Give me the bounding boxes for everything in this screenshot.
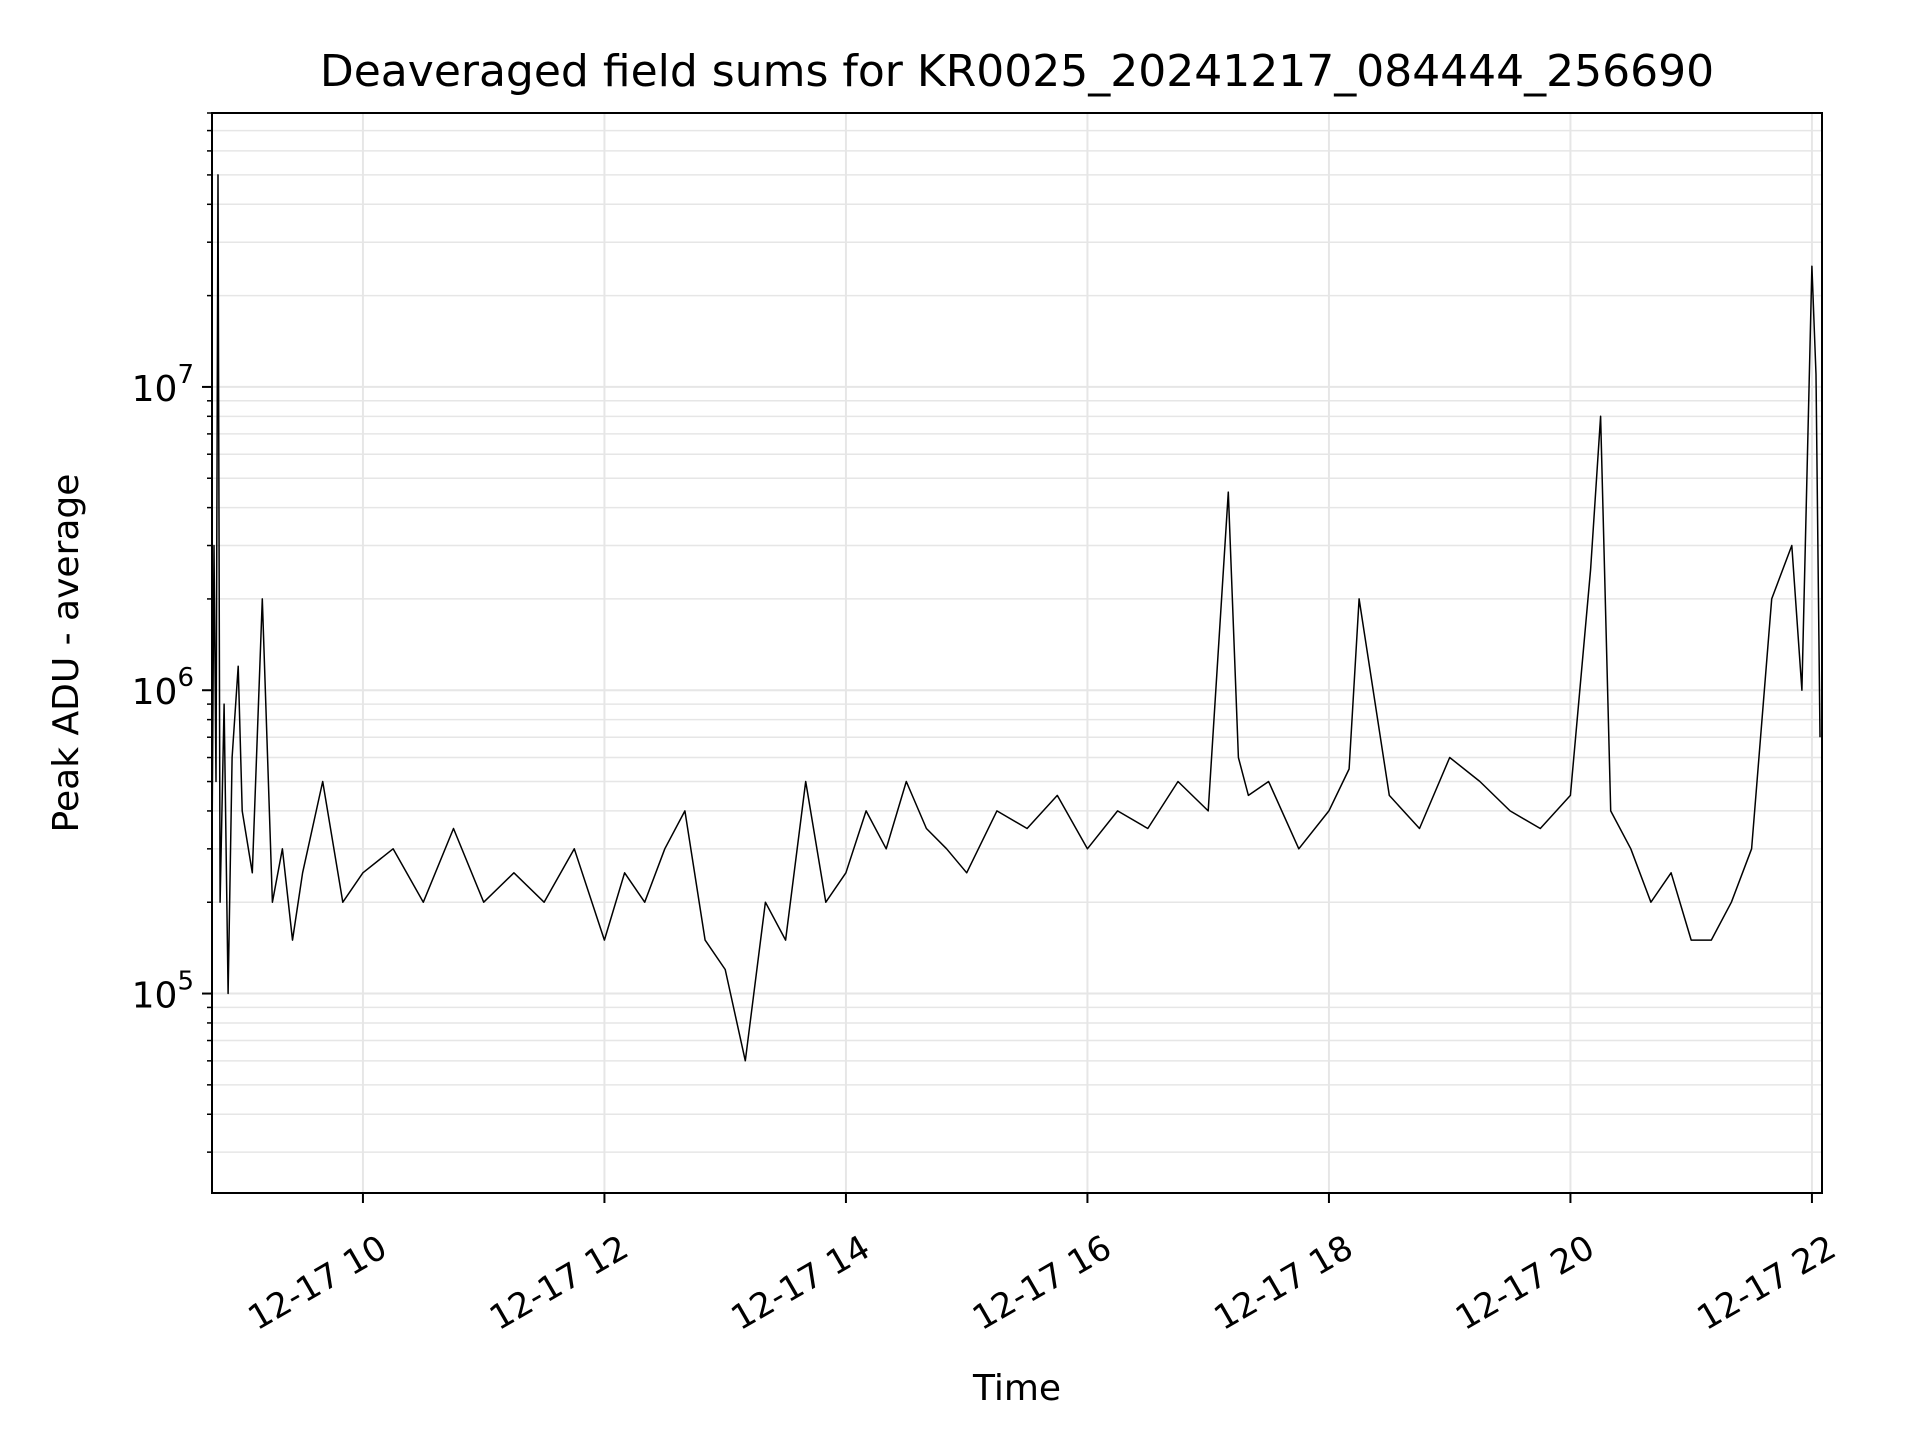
y-tick-base: 10 — [132, 672, 178, 713]
y-tick-base: 10 — [132, 976, 178, 1017]
gridlines — [212, 112, 1822, 1193]
y-tick-exponent: 7 — [177, 360, 194, 390]
y-tick-label: 107 — [132, 360, 194, 410]
x-tick-label: 12-17 20 — [1449, 1228, 1601, 1339]
y-tick-exponent: 6 — [177, 663, 194, 693]
y-tick-exponent: 5 — [177, 967, 194, 997]
y-axis-label: Peak ADU - average — [46, 474, 87, 833]
x-axis-label: Time — [972, 1368, 1061, 1409]
x-tick-label: 12-17 10 — [241, 1228, 393, 1339]
x-tick-label: 12-17 14 — [724, 1228, 876, 1339]
plot-area — [211, 112, 1823, 1194]
x-tick-label: 12-17 12 — [483, 1228, 635, 1339]
y-tick-label: 106 — [132, 663, 194, 713]
series-line — [211, 174, 1821, 1062]
x-tick-label: 12-17 18 — [1207, 1228, 1359, 1339]
y-tick-label: 105 — [132, 967, 194, 1017]
axes: 12-17 10 12-17 12 12-17 14 12-17 16 12-17 18… — [132, 112, 1843, 1339]
x-tick-label: 12-17 22 — [1690, 1228, 1842, 1339]
data-series-line — [211, 174, 1821, 1062]
x-tick-label: 12-17 16 — [966, 1228, 1118, 1339]
y-tick-base: 10 — [132, 369, 178, 410]
chart-title: Deaveraged field sums for KR0025_2024121… — [320, 46, 1714, 97]
